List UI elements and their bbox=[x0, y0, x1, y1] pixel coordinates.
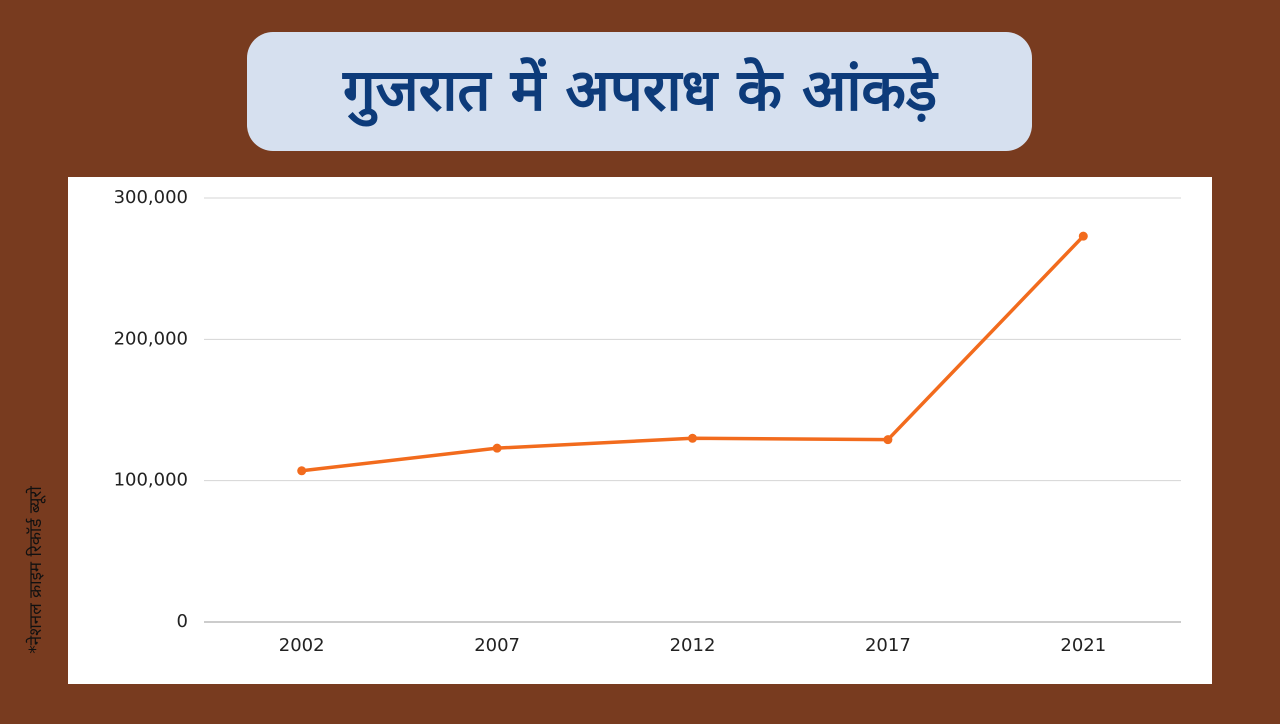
x-tick-label: 2021 bbox=[1060, 635, 1106, 656]
y-tick-label: 0 bbox=[177, 611, 188, 632]
y-tick-label: 300,000 bbox=[114, 187, 188, 208]
x-tick-label: 2002 bbox=[279, 635, 325, 656]
point bbox=[297, 466, 307, 476]
chart-title: गुजरात में अपराध के आंकड़े bbox=[342, 56, 939, 127]
point bbox=[492, 443, 502, 453]
x-tick-label: 2017 bbox=[865, 635, 911, 656]
source-note: *नेशनल क्राइम रिकॉर्ड ब्यूरो bbox=[25, 486, 46, 654]
point bbox=[1078, 231, 1088, 241]
y-tick-label: 100,000 bbox=[114, 470, 188, 491]
point bbox=[688, 433, 697, 443]
x-tick-label: 2012 bbox=[670, 635, 716, 656]
title-box bbox=[247, 32, 1032, 151]
x-tick-label: 2007 bbox=[474, 635, 520, 656]
plot-panel bbox=[68, 177, 1212, 684]
point bbox=[883, 435, 893, 445]
y-tick-label: 200,000 bbox=[114, 328, 188, 349]
